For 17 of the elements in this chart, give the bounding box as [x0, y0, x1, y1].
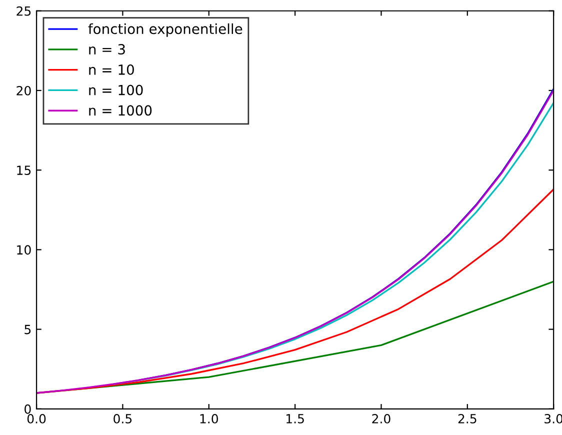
legend-label: n = 3: [89, 44, 125, 55]
y-tick-label: 25: [16, 6, 31, 16]
x-tick-label: 0.5: [114, 414, 132, 424]
legend-label: fonction exponentielle: [88, 23, 242, 37]
y-tick-label: 20: [16, 86, 31, 96]
y-tick-label: 15: [17, 166, 31, 176]
x-tick-label: 1.5: [286, 414, 304, 424]
x-tick-label: 1.0: [200, 414, 218, 424]
y-tick-label: 0: [24, 404, 31, 414]
legend-label: n = 1000: [89, 105, 152, 116]
legend-label: n = 100: [89, 84, 143, 96]
y-tick-label: 10: [17, 245, 31, 255]
y-tick-label: 5: [24, 324, 31, 334]
x-tick-label: 2.5: [458, 414, 476, 424]
x-tick-label: 0.0: [27, 414, 46, 424]
x-tick-label: 2.0: [372, 414, 390, 424]
legend-label: n = 10: [89, 64, 134, 75]
